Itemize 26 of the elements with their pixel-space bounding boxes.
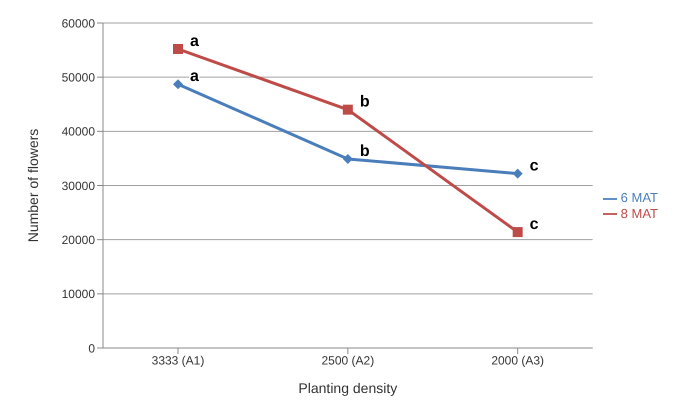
annotation: b [360, 142, 370, 160]
annotation: a [190, 33, 199, 50]
y-tick-label: 50000 [62, 70, 96, 84]
point [512, 227, 523, 238]
point [173, 79, 183, 90]
y-tick-label: 0 [88, 341, 96, 356]
y-tick-label: 20000 [62, 232, 96, 247]
x-tick-label: 2000 (A3) [491, 354, 544, 368]
y-tick-label: 30000 [62, 178, 96, 193]
x-tick-label: 2500 (A2) [321, 354, 374, 368]
legend-label: 8 MAT [620, 206, 658, 220]
legend-label: 6 MAT [620, 190, 658, 205]
x-axis-title: Planting density [298, 380, 398, 396]
x-tick-label: 3333 (A1) [152, 354, 204, 368]
point [173, 44, 183, 54]
point [342, 154, 353, 164]
point [342, 104, 353, 115]
y-axis-title: Number of flowers [24, 128, 41, 242]
y-tick-label: 40000 [62, 124, 96, 139]
annotation: a [190, 68, 199, 86]
annotation: b [360, 94, 370, 111]
annotation: c [530, 158, 539, 175]
point [512, 168, 523, 179]
annotation: c [530, 216, 539, 234]
y-tick-label: 10000 [62, 287, 96, 302]
y-tick-label: 60000 [62, 16, 96, 30]
